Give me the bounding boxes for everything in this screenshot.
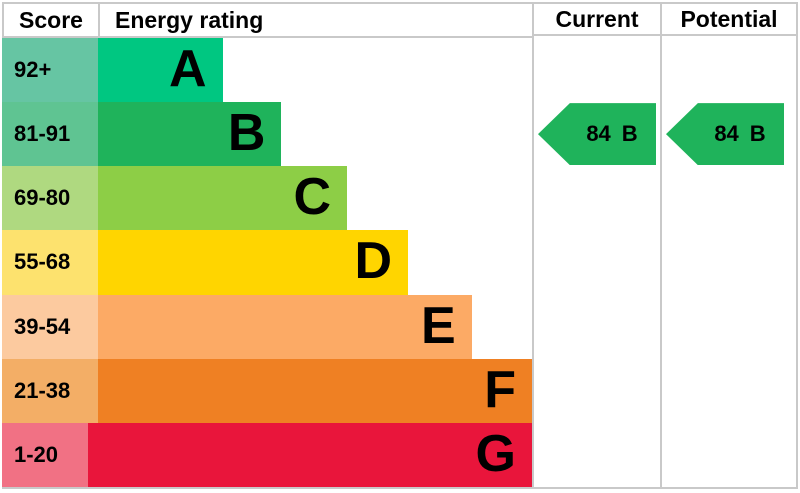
score-range-c: 69-80 — [2, 166, 98, 231]
current-rating-score: 84 — [586, 121, 611, 147]
rating-table: Score Energy rating 92+ A 81-91 B 69-80 … — [2, 2, 532, 489]
band-bar-a: A — [98, 38, 223, 103]
band-letter-a: A — [168, 40, 207, 99]
current-rating-arrow: 84 B — [538, 103, 656, 166]
score-range-e: 39-54 — [2, 294, 98, 359]
band-letter-b: B — [227, 104, 266, 163]
band-bar-d: D — [98, 230, 409, 295]
band-row-e: 39-54 E — [2, 294, 532, 359]
band-bar-b: B — [98, 102, 282, 167]
current-column: Current 84 B — [532, 2, 660, 489]
potential-column: Potential 84 B — [660, 2, 798, 489]
band-letter-d: D — [354, 232, 393, 291]
band-letter-f: F — [484, 360, 516, 419]
score-range-g: 1-20 — [2, 422, 89, 487]
score-range-b: 81-91 — [2, 102, 98, 167]
current-rating-band: B — [621, 121, 638, 147]
potential-rating-score: 84 — [714, 121, 739, 147]
band-letter-c: C — [293, 168, 332, 227]
potential-rating-arrow: 84 B — [666, 103, 784, 166]
table-header: Score Energy rating — [2, 2, 532, 38]
band-letter-e: E — [420, 296, 456, 355]
potential-rating-band: B — [749, 121, 766, 147]
band-row-c: 69-80 C — [2, 166, 532, 231]
current-column-header: Current — [534, 4, 660, 36]
band-row-a: 92+ A — [2, 38, 532, 103]
band-row-b: 81-91 B — [2, 102, 532, 167]
band-row-d: 55-68 D — [2, 230, 532, 295]
band-letter-g: G — [475, 424, 516, 483]
band-bar-f: F — [97, 358, 532, 423]
band-rows: 92+ A 81-91 B 69-80 C 55-68 — [2, 38, 532, 487]
band-bar-g: G — [88, 422, 532, 487]
band-row-g: 1-20 G — [2, 422, 532, 487]
potential-column-header: Potential — [662, 4, 796, 36]
band-row-f: 21-38 F — [2, 358, 532, 423]
band-bar-c: C — [98, 166, 348, 231]
score-range-f: 21-38 — [2, 358, 98, 423]
energy-rating-column-header: Energy rating — [98, 4, 532, 36]
band-bar-e: E — [98, 294, 472, 359]
score-range-a: 92+ — [2, 38, 98, 103]
score-column-header: Score — [19, 6, 83, 33]
score-range-d: 55-68 — [2, 230, 98, 295]
